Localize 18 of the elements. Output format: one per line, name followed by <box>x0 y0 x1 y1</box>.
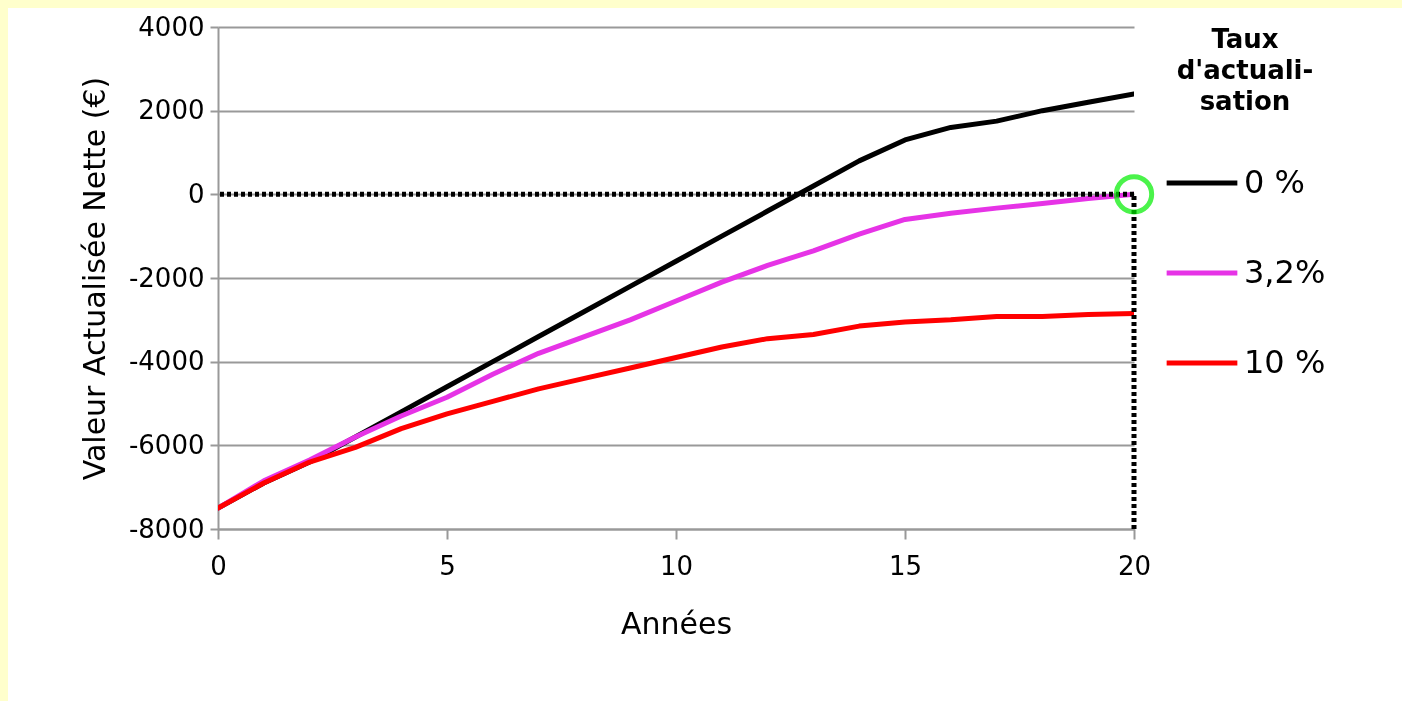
x-tick-label: 0 <box>210 550 227 581</box>
x-tick-label: 10 <box>659 550 694 581</box>
x-tick-label: 15 <box>888 550 923 581</box>
legend-label: 0 % <box>1244 163 1305 201</box>
y-tick-label: -2000 <box>128 262 205 293</box>
y-tick-label: -6000 <box>128 429 205 460</box>
legend-label: 10 % <box>1244 343 1326 381</box>
y-tick-label: 2000 <box>138 95 205 126</box>
y-tick-label: 4000 <box>138 11 205 42</box>
y-tick-label: -4000 <box>128 346 205 377</box>
y-axis-title: Valeur Actualisée Nette (€) <box>76 76 112 481</box>
y-tick-label: -8000 <box>128 513 205 544</box>
x-tick-label: 5 <box>439 550 456 581</box>
y-tick-label: 0 <box>187 178 205 209</box>
legend-label: 3,2% <box>1244 253 1326 291</box>
x-axis-title: Années <box>620 605 733 641</box>
x-tick-label: 20 <box>1117 550 1152 581</box>
legend-title: Taux d'actuali-sation <box>1176 24 1314 116</box>
